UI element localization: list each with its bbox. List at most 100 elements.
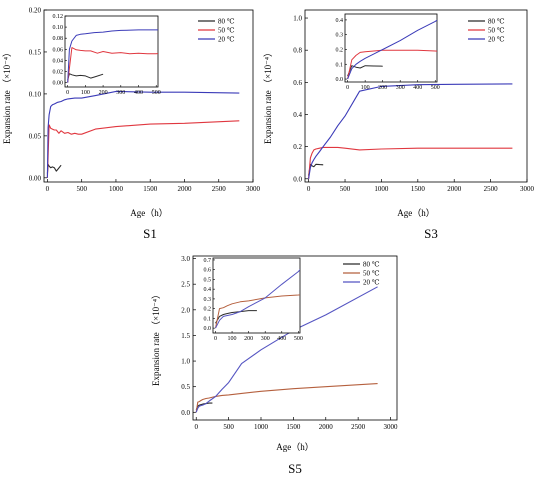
y-tick-label: 0.00 [29,174,42,182]
series-line-2 [308,146,513,179]
x-tick-label: 500 [223,423,234,431]
series-line-1 [195,402,213,411]
series-line-2 [46,120,240,178]
inset-frame [64,15,159,88]
inset-x-tick-label: 300 [261,336,270,342]
y-tick-label: 0.10 [29,90,42,98]
legend: 80 ℃50 ℃20 ℃ [343,261,380,287]
plot-frame [304,9,528,183]
inset-y-tick-label: 0.1 [336,62,344,68]
series-line-1 [46,163,62,174]
inset-x-tick-label: 400 [413,85,422,91]
inset-y-tick-label: 0.4 [336,18,344,24]
y-tick-label: 1.0 [293,15,302,23]
y-axis-label: Expansion rate （×10⁻⁴） [151,290,161,386]
inset-y-tick-label: 0.12 [53,14,64,20]
x-axis-label: Age（h） [397,208,435,218]
inset-x-tick-label: 500 [152,90,161,96]
x-tick-label: 0 [194,423,198,431]
x-tick-label: 2000 [447,185,462,193]
inset-x-tick-label: 300 [396,85,405,91]
inset-y-tick-label: 0.3 [204,297,212,303]
y-tick-label: 0.20 [29,7,42,15]
y-tick-label: 0.4 [293,111,302,119]
inset-y-tick-label: 0.6 [204,268,212,274]
x-tick-label: 2500 [212,185,227,193]
legend-label: 20 ℃ [488,36,505,44]
x-tick-label: 3000 [384,423,399,431]
x-tick-label: 2000 [319,423,334,431]
inset-y-tick-label: 0.00 [53,81,64,87]
y-tick-label: 2.0 [181,306,190,314]
inset-x-tick-label: 100 [81,90,90,96]
plot-frame [43,9,254,183]
inset-x-tick-label: 200 [378,85,387,91]
inset-y-tick-label: 0.0 [336,77,344,83]
x-tick-label: 1000 [374,185,389,193]
inset-y-tick-label: 0.04 [53,58,64,64]
y-axis-label: Expansion rate （×10⁻⁴） [2,48,12,144]
panel-caption: S1 [143,226,157,241]
inset-x-tick-label: 400 [134,90,143,96]
inset-x-tick-label: 500 [431,85,440,91]
x-tick-label: 3000 [520,185,535,193]
legend: 80 ℃50 ℃20 ℃ [198,18,235,44]
inset-y-tick-label: 0.7 [204,258,212,264]
chart-s1: 0 500 1000 1500 2000 2500 30000.000.050.100.15… [2,7,261,242]
y-tick-label: 0.0 [181,409,190,417]
x-tick-label: 1000 [254,423,269,431]
inset-x-tick-label: 300 [116,90,125,96]
inset-x-tick-label: 0 [66,90,69,96]
x-tick-label: 500 [340,185,351,193]
x-tick-label: 1500 [143,185,158,193]
inset-series-line-3 [347,19,437,80]
legend-label: 20 ℃ [218,36,235,44]
y-tick-label: 0.6 [293,79,302,87]
y-tick-label: 0.15 [29,48,42,56]
x-tick-label: 1000 [109,185,124,193]
legend-label: 20 ℃ [363,279,380,287]
inset-frame [344,13,438,83]
y-tick-label: 1.0 [181,358,190,366]
x-tick-label: 500 [76,185,87,193]
legend: 80 ℃50 ℃20 ℃ [468,18,505,44]
y-tick-label: 0.0 [293,175,302,183]
inset-x-tick-label: 400 [277,336,286,342]
inset-x-tick-label: 0 [214,336,217,342]
legend-label: 80 ℃ [363,261,380,269]
inset-y-tick-label: 0.4 [204,287,212,293]
inset-series-line-1 [215,310,257,324]
x-tick-label: 2500 [351,423,366,431]
chart-s5: 0 500 1000 1500 2000 2500 30000.00.51.01.52.02… [151,255,399,476]
inset-y-tick-label: 0.08 [53,36,64,42]
y-tick-label: 0.5 [181,383,190,391]
inset-y-tick-label: 0.10 [53,25,64,31]
inset-x-tick-label: 200 [99,90,108,96]
legend-label: 50 ℃ [218,27,235,35]
inset-y-tick-label: 0.0 [204,326,212,332]
legend-label: 50 ℃ [488,27,505,35]
inset-x-tick-label: 0 [346,85,349,91]
series-line-3 [308,83,513,179]
x-axis-label: Age（h） [276,442,314,452]
inset-y-tick-label: 0.3 [336,33,344,39]
y-tick-label: 0.05 [29,132,42,140]
inset-plot: 0 100 200 300 400 500 0.0 0.1 0.2 0.3 0.4 [336,13,440,91]
x-tick-label: 1500 [286,423,301,431]
legend-label: 80 ℃ [218,18,235,26]
panel-caption: S3 [424,226,438,241]
inset-y-tick-label: 0.06 [53,47,64,53]
x-tick-label: 2500 [484,185,499,193]
plot-frame [192,255,398,421]
inset-series-line-2 [67,47,158,83]
inset-series-line-2 [347,49,437,80]
legend-label: 50 ℃ [363,270,380,278]
y-tick-label: 2.5 [181,281,190,289]
x-tick-label: 0 [46,185,50,193]
y-axis-label: Expansion rate （×10⁻⁴） [263,48,273,144]
panel-caption: S5 [288,461,302,476]
series-line-3 [46,90,240,178]
y-tick-label: 3.0 [181,255,190,263]
inset-x-tick-label: 100 [228,336,237,342]
